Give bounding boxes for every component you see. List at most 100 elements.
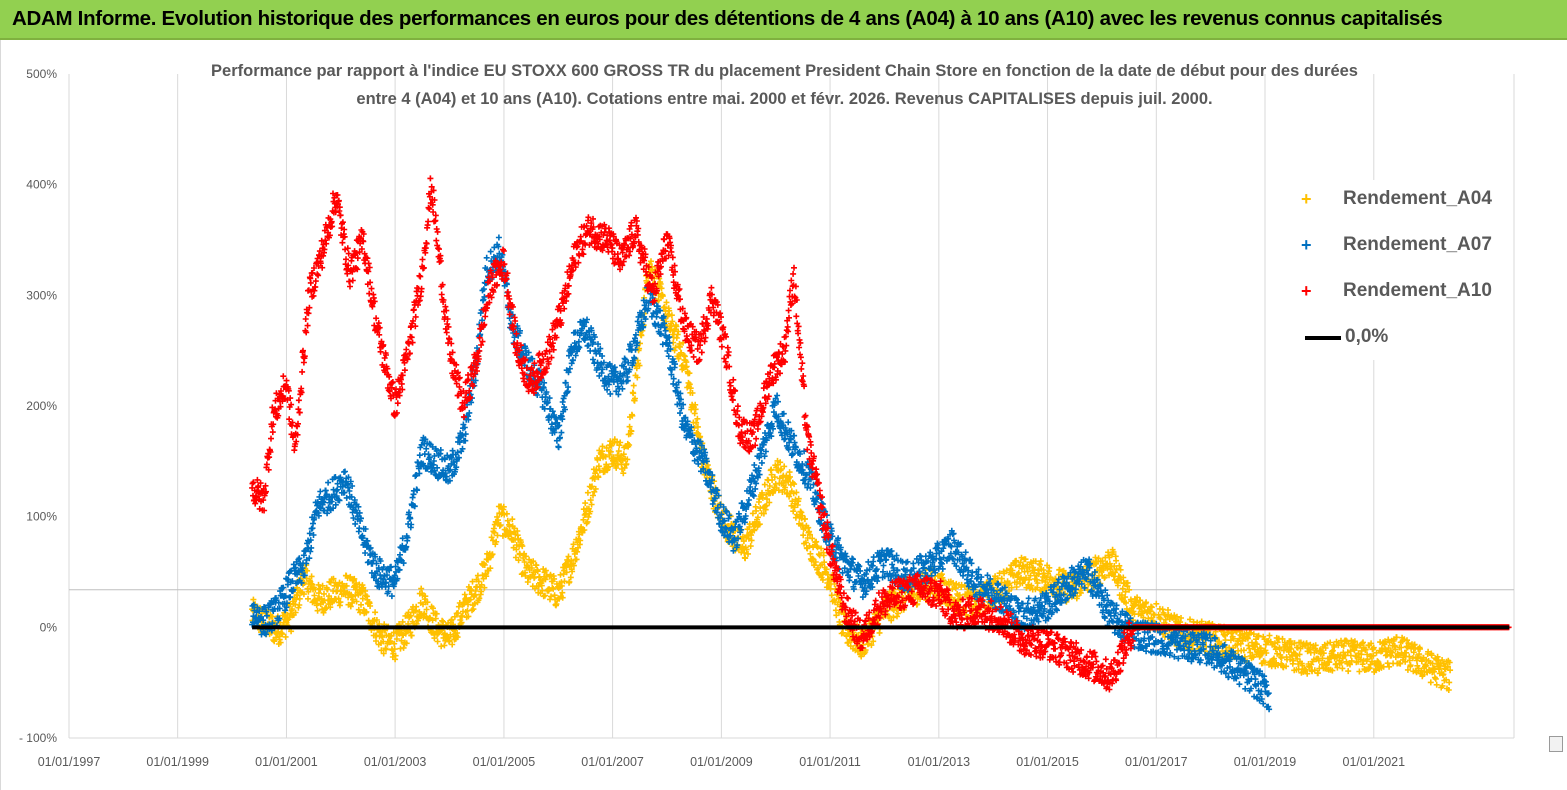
data-point [434, 638, 441, 645]
data-point [467, 596, 474, 603]
data-point [360, 584, 367, 591]
x-tick-label: 01/01/2011 [799, 755, 861, 769]
data-point [494, 532, 501, 539]
data-point [549, 584, 556, 591]
data-point [305, 595, 311, 602]
data-point [418, 585, 425, 592]
data-point [592, 485, 599, 492]
data-point [408, 521, 415, 528]
data-point [488, 534, 495, 541]
data-point [414, 487, 421, 494]
data-point [691, 410, 698, 417]
data-point [695, 460, 702, 467]
data-point [448, 616, 455, 623]
data-point [496, 522, 503, 529]
data-point [413, 603, 420, 610]
data-point [638, 332, 645, 339]
data-point [317, 488, 324, 495]
data-point [367, 603, 374, 609]
data-point [429, 617, 436, 624]
x-tick-label: 01/01/2005 [473, 755, 536, 769]
data-point [388, 632, 395, 639]
data-point [315, 590, 322, 597]
data-point [1266, 632, 1273, 639]
x-tick-label: 01/01/1999 [146, 755, 209, 769]
data-point [581, 527, 588, 533]
data-point [673, 334, 680, 341]
data-point [570, 541, 577, 548]
data-point [509, 516, 516, 523]
data-point [630, 390, 637, 397]
data-point [497, 522, 504, 528]
data-point [500, 503, 507, 510]
data-point [542, 592, 548, 599]
data-point [423, 606, 430, 613]
x-tick-label: 01/01/2021 [1343, 755, 1406, 769]
data-point [483, 573, 490, 580]
data-point [558, 582, 565, 589]
data-point [469, 578, 476, 585]
data-point [373, 617, 380, 623]
data-point [535, 583, 542, 590]
data-point [534, 568, 541, 575]
x-tick-label: 01/01/2009 [690, 755, 753, 769]
data-point [327, 604, 334, 611]
data-point [433, 610, 440, 617]
data-point [476, 595, 483, 602]
data-point [409, 494, 416, 501]
y-tick-label: 200% [26, 399, 57, 413]
y-tick-label: 400% [26, 178, 57, 192]
data-point [478, 588, 485, 595]
data-point [398, 637, 405, 644]
data-point [751, 462, 758, 468]
data-point [589, 483, 595, 490]
data-point [292, 609, 299, 616]
data-point [279, 631, 286, 638]
data-point [670, 380, 677, 387]
data-point [321, 590, 327, 597]
data-point [277, 639, 284, 646]
data-point [343, 494, 350, 501]
data-point [345, 594, 352, 601]
data-point [490, 537, 496, 544]
data-point [421, 610, 428, 617]
data-point [570, 562, 577, 569]
data-point [489, 551, 496, 558]
data-point [391, 646, 398, 653]
data-point [574, 548, 581, 555]
data-point [487, 565, 494, 572]
data-point [785, 419, 792, 426]
data-point [528, 565, 535, 571]
data-point [296, 595, 303, 602]
data-point [330, 575, 337, 582]
report-banner: ADAM Informe. Evolution historique des p… [0, 0, 1567, 40]
x-tick-label: 01/01/2013 [908, 755, 971, 769]
data-point [471, 592, 478, 599]
data-point [359, 595, 366, 602]
data-point [383, 646, 389, 653]
data-point [465, 613, 472, 620]
data-point [584, 489, 591, 496]
data-point [455, 610, 461, 616]
data-point [309, 581, 316, 588]
data-point [504, 517, 511, 524]
data-point [342, 468, 348, 475]
data-point [347, 603, 354, 610]
data-point [455, 603, 462, 610]
data-point [1124, 579, 1131, 586]
data-point [559, 594, 566, 601]
data-point [880, 562, 887, 569]
data-point [1117, 566, 1124, 573]
data-point [314, 607, 321, 614]
data-point [337, 599, 344, 606]
data-point [555, 444, 562, 451]
data-point [1278, 655, 1285, 661]
data-point [519, 543, 526, 550]
axis-layer: 01/01/1997 01/01/1999 01/01/2001 01/01/2003… [19, 67, 1514, 769]
data-point [538, 582, 545, 589]
data-point [320, 609, 327, 616]
data-point [353, 580, 360, 586]
data-point [530, 558, 537, 565]
data-point [397, 551, 403, 558]
data-point [481, 584, 488, 591]
